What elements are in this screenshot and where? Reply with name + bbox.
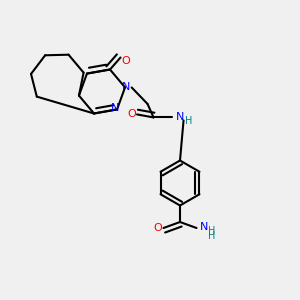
Text: O: O	[121, 56, 130, 65]
Text: N: N	[200, 221, 208, 232]
Text: H: H	[208, 231, 215, 242]
Text: N: N	[111, 103, 120, 113]
Text: N: N	[122, 82, 131, 92]
Text: O: O	[154, 223, 163, 233]
Text: O: O	[127, 110, 136, 119]
Text: H: H	[208, 226, 215, 236]
Text: N: N	[176, 112, 185, 122]
Text: H: H	[185, 116, 193, 126]
